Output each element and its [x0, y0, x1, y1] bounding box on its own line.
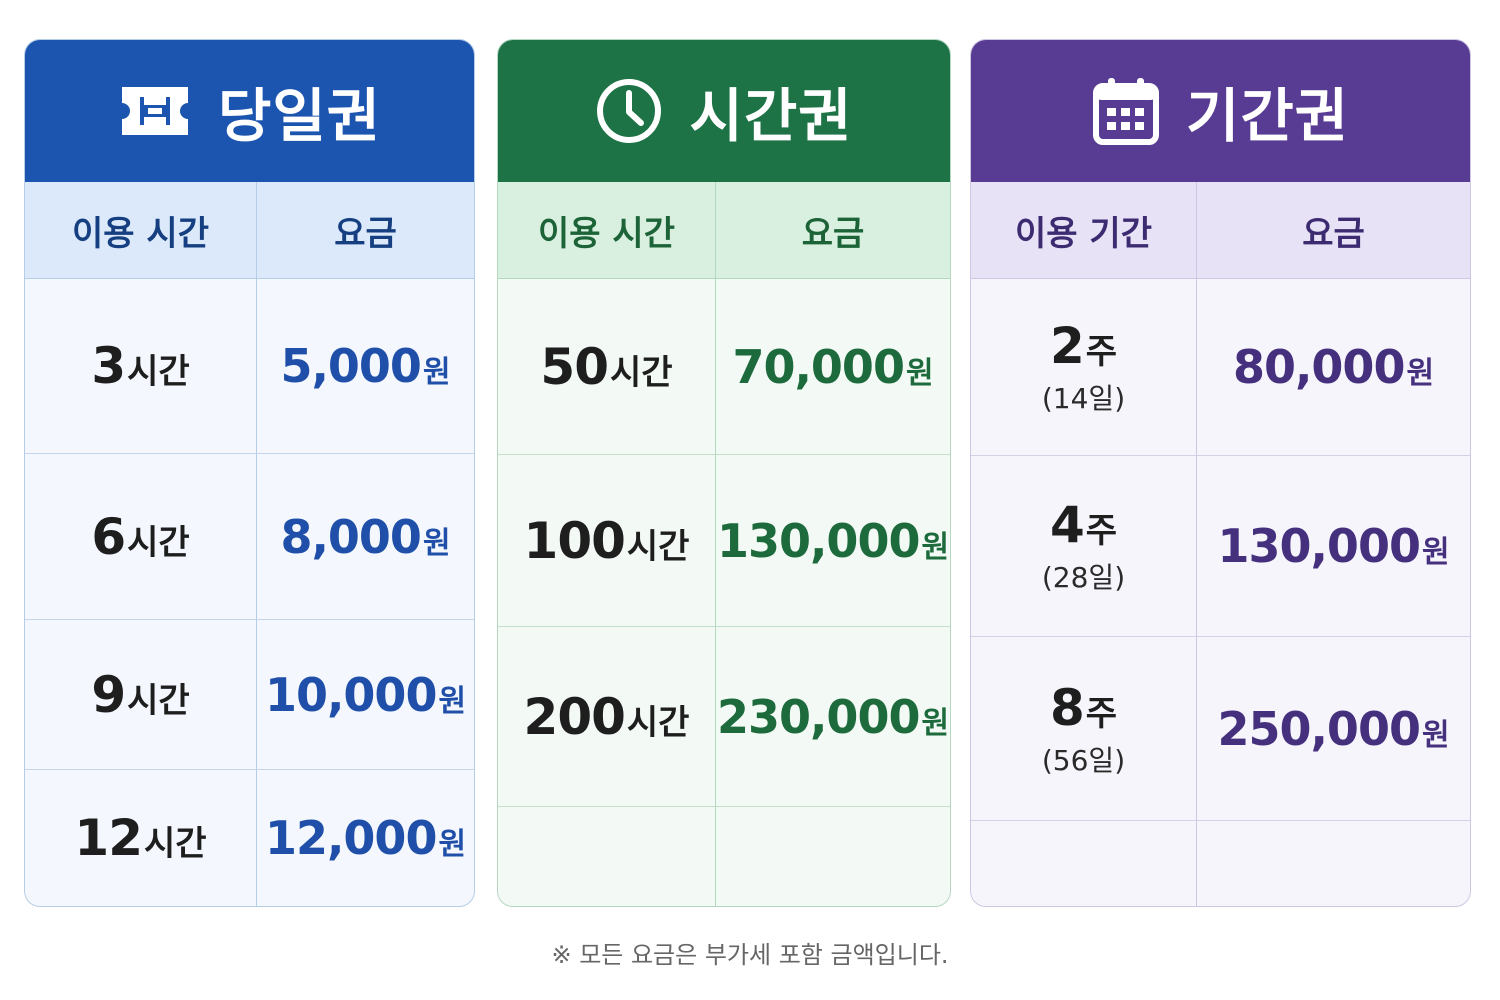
usage-amount: 100 [523, 511, 626, 570]
price-value: 250,000 [1217, 701, 1421, 756]
table-row: 50시간 70,000원 [498, 279, 950, 455]
daily-pass-card: 당일권 이용 시간 요금 3시간 5,000원 6시간 8,000원 9시간 1… [24, 39, 475, 907]
hourly-pass-title: 시간권 [689, 82, 853, 150]
price-header: 요금 [801, 213, 865, 254]
period-pass-header: 기간권 [971, 40, 1470, 182]
usage-amount: 4 [1049, 496, 1085, 554]
currency-unit: 원 [1406, 356, 1435, 391]
usage-amount: 6 [91, 507, 126, 566]
currency-unit: 원 [438, 683, 467, 719]
price-value: 5,000 [280, 339, 422, 393]
table-row: 3시간 5,000원 [25, 279, 474, 454]
currency-unit: 원 [1421, 717, 1450, 753]
price-value: 230,000 [716, 689, 921, 744]
table-row: 12시간 12,000원 [25, 770, 474, 906]
currency-unit: 원 [1421, 535, 1450, 570]
period-pass-title: 기간권 [1185, 82, 1350, 150]
usage-unit: 시간 [127, 522, 190, 563]
usage-unit: 시간 [626, 702, 690, 743]
usage-amount: 200 [523, 687, 626, 746]
usage-amount: 9 [91, 665, 126, 724]
usage-amount: 3 [91, 337, 126, 395]
usage-period-header: 이용 기간 [971, 182, 1197, 278]
price-value: 130,000 [716, 513, 921, 568]
empty-row [498, 807, 950, 906]
table-row: 2주 (14일) 80,000원 [971, 279, 1470, 456]
daily-pass-title: 당일권 [217, 82, 382, 150]
usage-unit: 주 [1085, 332, 1118, 372]
usage-amount: 2 [1049, 317, 1085, 375]
currency-unit: 원 [422, 525, 451, 561]
table-row: 8주 (56일) 250,000원 [971, 637, 1470, 821]
price-value: 70,000 [732, 339, 905, 394]
hourly-pass-column-header: 이용 시간 요금 [498, 182, 950, 279]
usage-unit: 시간 [144, 824, 207, 864]
usage-amount: 12 [74, 809, 143, 867]
usage-unit: 시간 [127, 352, 190, 392]
usage-unit: 주 [1085, 511, 1118, 551]
currency-unit: 원 [422, 355, 451, 390]
price-value: 8,000 [280, 509, 422, 564]
daily-pass-column-header: 이용 시간 요금 [25, 182, 474, 279]
usage-unit: 시간 [626, 526, 690, 567]
usage-amount: 50 [540, 337, 609, 396]
calendar-icon [1092, 76, 1160, 146]
vat-footnote: ※ 모든 요금은 부가세 포함 금액입니다. [551, 941, 949, 969]
table-row: 6시간 8,000원 [25, 454, 474, 620]
currency-unit: 원 [921, 705, 950, 741]
usage-time-header: 이용 시간 [25, 182, 257, 278]
price-value: 10,000 [264, 667, 438, 722]
price-value: 130,000 [1217, 519, 1421, 573]
usage-unit: 시간 [610, 352, 673, 393]
clock-icon [595, 77, 663, 145]
usage-unit: 시간 [127, 680, 190, 721]
price-header: 요금 [1302, 213, 1365, 254]
hourly-pass-header: 시간권 [498, 40, 950, 182]
usage-days: (14일) [1041, 382, 1126, 415]
usage-time-header: 이용 시간 [498, 182, 716, 278]
period-pass-card: 기간권 이용 기간 요금 2주 (14일) 80,000원 4주 (28일) 1… [970, 39, 1471, 907]
usage-days: (28일) [1041, 561, 1126, 594]
hourly-pass-card: 시간권 이용 시간 요금 50시간 70,000원 100시간 130,000원… [497, 39, 951, 907]
usage-days: (56일) [1041, 743, 1126, 777]
currency-unit: 원 [905, 355, 934, 391]
ticket-icon [118, 79, 192, 143]
currency-unit: 원 [438, 827, 467, 862]
price-value: 80,000 [1232, 340, 1406, 394]
table-row: 4주 (28일) 130,000원 [971, 456, 1470, 637]
empty-row [971, 821, 1470, 906]
currency-unit: 원 [921, 529, 950, 565]
table-row: 9시간 10,000원 [25, 620, 474, 770]
table-row: 100시간 130,000원 [498, 455, 950, 627]
table-row: 200시간 230,000원 [498, 627, 950, 807]
period-pass-column-header: 이용 기간 요금 [971, 182, 1470, 279]
usage-unit: 주 [1085, 693, 1118, 734]
price-header: 요금 [334, 213, 397, 254]
daily-pass-header: 당일권 [25, 40, 474, 182]
price-value: 12,000 [264, 811, 438, 865]
usage-amount: 8 [1049, 678, 1085, 737]
